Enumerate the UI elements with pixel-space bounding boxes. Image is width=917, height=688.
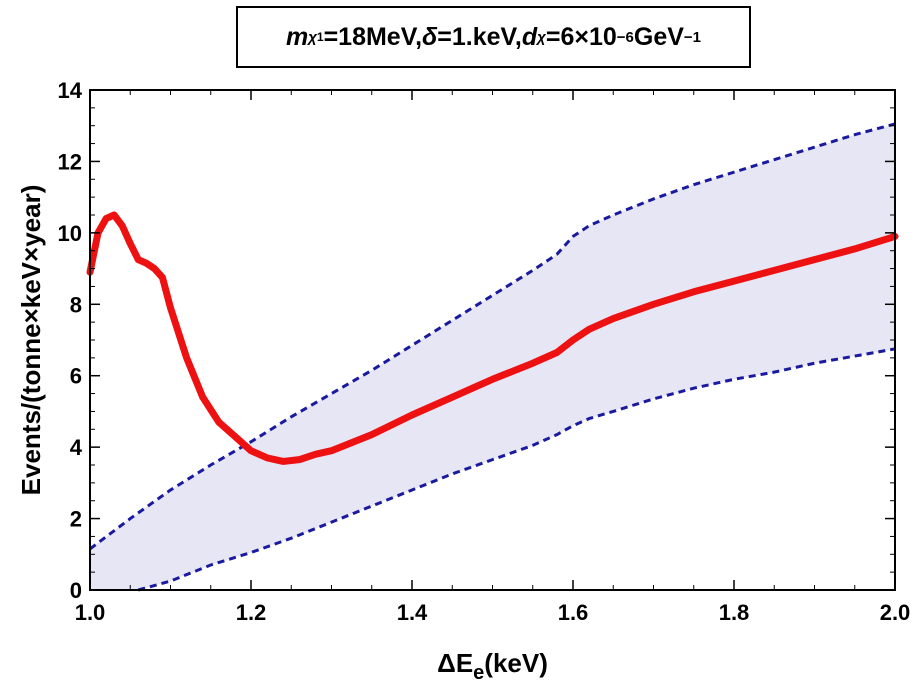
title-part: =1.keV,: [437, 22, 522, 51]
y-tick-label: 2: [70, 507, 82, 532]
title-part: =6×10: [545, 22, 617, 51]
y-tick-label: 8: [70, 292, 82, 317]
y-tick-label: 10: [58, 221, 82, 246]
title-part: GeV: [633, 22, 684, 51]
title-part: m: [285, 22, 309, 51]
title-part: χ: [537, 28, 546, 46]
x-axis-label: ΔEe(keV): [437, 648, 548, 684]
chart-title: m χ 1 =18MeV, δ =1.keV, d χ =6×10 −6 GeV −1: [236, 6, 751, 68]
y-tick-label: 4: [70, 435, 83, 460]
title-part: =18MeV,: [323, 22, 423, 51]
y-tick-label: 6: [70, 364, 82, 389]
band-fill: [90, 123, 895, 590]
x-tick-label: 1.6: [558, 600, 589, 625]
title-part: d: [521, 22, 538, 51]
uncertainty-band: [90, 123, 895, 590]
x-tick-label: 1.2: [236, 600, 267, 625]
title-part: 1: [316, 30, 324, 44]
x-tick-label: 1.4: [397, 600, 428, 625]
title-part: −6: [616, 28, 634, 46]
x-tick-label: 2.0: [880, 600, 911, 625]
y-axis-label: Events/(tonne×keV×year): [16, 185, 46, 496]
y-tick-label: 14: [58, 78, 83, 103]
axis-ticks: 1.0 1.2 1.4 1.6 1.8 2.0 0 2 4 6 8 10 12 14: [58, 78, 911, 625]
y-tick-label: 12: [58, 149, 82, 174]
series-lines: [86, 122, 899, 592]
y-tick-label: 0: [70, 578, 82, 603]
title-part: −1: [683, 28, 702, 46]
signal-line: [86, 211, 899, 465]
title-part: δ: [422, 22, 438, 51]
band-lower-line: [137, 347, 896, 592]
x-tick-label: 1.0: [75, 600, 106, 625]
x-tick-label: 1.8: [719, 600, 750, 625]
title-part: χ: [308, 28, 317, 46]
